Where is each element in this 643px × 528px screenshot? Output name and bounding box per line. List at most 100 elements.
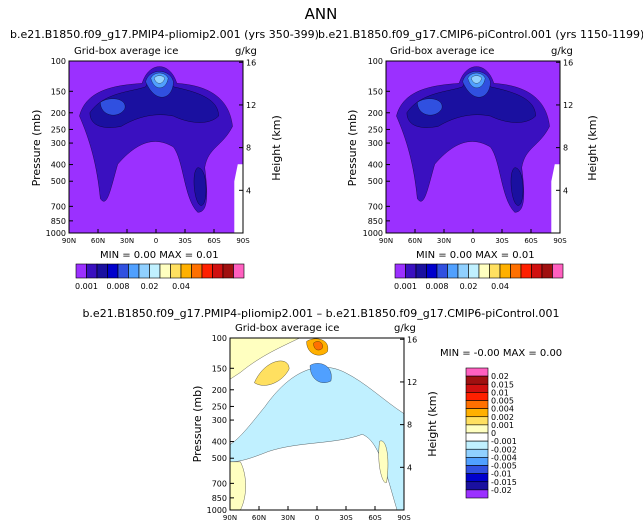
- y-right-tick-label: 12: [407, 378, 417, 387]
- panel-title: b.e21.B1850.f09_g17.CMIP6-piControl.001 …: [318, 28, 643, 41]
- y-tick-label: 1000: [46, 229, 66, 238]
- y-tick-label: 200: [51, 109, 66, 118]
- y-tick-label: 700: [368, 202, 383, 211]
- y-right-axis-label: Height (km): [426, 391, 439, 457]
- x-tick-label: 60N: [408, 237, 422, 245]
- colorbar-label: -0.005: [491, 462, 517, 471]
- y-right-tick-label: 4: [246, 186, 251, 195]
- x-tick-label: 90N: [62, 237, 76, 245]
- panel-stats: MIN = -0.00 MAX = 0.00: [440, 348, 562, 359]
- colorbar: 0.001 0.008 0.02 0.04: [75, 263, 245, 291]
- y-tick-label: 150: [368, 87, 383, 96]
- y-right-tick-label: 8: [563, 144, 568, 153]
- colorbar-swatch: [499, 263, 511, 279]
- panel-picontrol: b.e21.B1850.f09_g17.CMIP6-piControl.001 …: [318, 28, 643, 291]
- colorbar-swatch: [465, 457, 489, 466]
- y-tick-label: 250: [368, 125, 383, 134]
- colorbar-swatch: [149, 263, 161, 279]
- contour-tropical-peak: [471, 75, 482, 84]
- colorbar-swatch: [541, 263, 553, 279]
- x-tick-label: 90S: [236, 237, 250, 245]
- x-tick-label: 30N: [281, 514, 295, 522]
- panel-difference: b.e21.B1850.f09_g17.PMIP4-pliomip2.001 –…: [82, 307, 562, 522]
- y-tick-label: 300: [212, 416, 227, 425]
- colorbar-swatch: [180, 263, 192, 279]
- colorbar-swatch: [465, 367, 489, 377]
- y-tick-label: 100: [368, 57, 383, 66]
- contour-positive-sh: [378, 440, 389, 483]
- x-tick-label: 90S: [553, 237, 567, 245]
- contour-positive-nh: [229, 337, 300, 380]
- colorbar-label: -0.002: [491, 445, 517, 454]
- colorbar-swatch: [405, 263, 417, 279]
- y-tick-label: 150: [51, 87, 66, 96]
- axes: 100 150 200 250 300 400 500 700 850 1000 16 12 8 4 90N…: [46, 57, 257, 245]
- y-right-tick-label: 16: [246, 58, 256, 67]
- colorbar-swatch: [465, 424, 489, 434]
- panel-units: g/kg: [235, 46, 257, 57]
- colorbar-swatch: [75, 263, 87, 279]
- y-tick-label: 850: [368, 217, 383, 226]
- x-tick-label: 60N: [252, 514, 266, 522]
- x-tick-label: 30S: [178, 237, 192, 245]
- x-tick-label: 0: [315, 514, 319, 522]
- colorbar-swatch: [465, 383, 489, 393]
- panel-stats: MIN = 0.00 MAX = 0.01: [100, 250, 219, 261]
- panel-units: g/kg: [394, 323, 416, 334]
- panel-pliomip2: b.e21.B1850.f09_g17.PMIP4-pliomip2.001 (…: [10, 28, 319, 291]
- x-tick-label: 60S: [368, 514, 382, 522]
- colorbar: 0.020.0150.010.0050.0040.0020.0010-0.001…: [465, 367, 517, 499]
- colorbar-swatch: [159, 263, 171, 279]
- colorbar: 0.001 0.008 0.02 0.04: [394, 263, 564, 291]
- colorbar-label: -0.02: [491, 486, 512, 495]
- colorbar-swatch: [465, 432, 489, 442]
- x-tick-label: 0: [471, 237, 475, 245]
- page-title: ANN: [305, 5, 338, 23]
- colorbar-swatch: [465, 481, 489, 491]
- y-tick-label: 100: [51, 57, 66, 66]
- x-tick-label: 30N: [120, 237, 134, 245]
- colorbar-label: 0.02: [460, 282, 478, 291]
- y-tick-label: 200: [368, 109, 383, 118]
- x-tick-label: 30N: [437, 237, 451, 245]
- colorbar-label: -0.015: [491, 478, 517, 487]
- colorbar-label: 0.04: [491, 282, 509, 291]
- y-tick-label: 400: [51, 161, 66, 170]
- panel-subtitle: Grid-box average ice: [390, 46, 494, 57]
- colorbar-swatch: [201, 263, 213, 279]
- panel-subtitle: Grid-box average ice: [235, 323, 339, 334]
- contour-0.002: [89, 75, 219, 128]
- colorbar-swatch: [128, 263, 140, 279]
- colorbar-label: 0.015: [491, 380, 514, 389]
- y-axis-label: Pressure (mb): [30, 110, 43, 187]
- y-tick-label: 500: [368, 177, 383, 186]
- contour-nh-max: [100, 98, 126, 116]
- colorbar-label: 0.001: [394, 282, 417, 291]
- colorbar-swatch: [478, 263, 490, 279]
- colorbar-swatch: [86, 263, 98, 279]
- panel-title: b.e21.B1850.f09_g17.PMIP4-pliomip2.001 –…: [82, 307, 559, 320]
- colorbar-label: -0.001: [491, 437, 517, 446]
- colorbar-label: -0.01: [491, 470, 512, 479]
- surface-mask: [234, 164, 243, 233]
- y-right-axis-label: Height (km): [270, 115, 283, 181]
- y-right-axis-label: Height (km): [586, 115, 599, 181]
- colorbar-label: 0: [491, 429, 496, 438]
- surface-mask: [551, 164, 560, 233]
- colorbar-label: 0.004: [491, 405, 514, 414]
- y-tick-label: 1000: [363, 229, 383, 238]
- y-tick-label: 1000: [207, 506, 227, 515]
- x-tick-label: 90N: [223, 514, 237, 522]
- contour-plot: [69, 61, 243, 233]
- colorbar-swatch: [394, 263, 406, 279]
- colorbar-label: 0.02: [491, 372, 509, 381]
- colorbar-label: -0.004: [491, 453, 517, 462]
- colorbar-label: 0.01: [491, 388, 509, 397]
- colorbar-swatch: [468, 263, 480, 279]
- y-tick-label: 500: [212, 454, 227, 463]
- colorbar-label: 0.005: [491, 397, 514, 406]
- y-tick-label: 700: [212, 479, 227, 488]
- contour-positive-0.001: [254, 360, 290, 386]
- colorbar-swatch: [552, 263, 564, 279]
- y-axis-label: Pressure (mb): [346, 110, 359, 187]
